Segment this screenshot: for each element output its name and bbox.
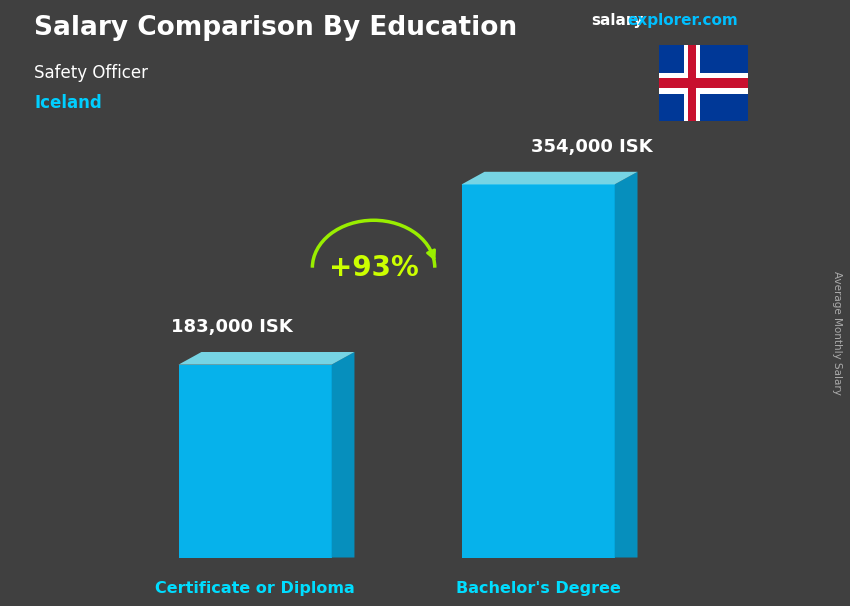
Polygon shape <box>659 45 748 121</box>
Polygon shape <box>683 45 700 121</box>
Text: Bachelor's Degree: Bachelor's Degree <box>456 581 620 596</box>
Polygon shape <box>178 352 354 365</box>
Polygon shape <box>615 171 638 558</box>
Text: Average Monthly Salary: Average Monthly Salary <box>832 271 842 395</box>
Text: Iceland: Iceland <box>34 94 102 112</box>
Polygon shape <box>332 352 354 558</box>
Text: explorer.com: explorer.com <box>627 13 738 28</box>
Polygon shape <box>688 45 695 121</box>
Polygon shape <box>462 171 638 184</box>
Text: Certificate or Diploma: Certificate or Diploma <box>155 581 355 596</box>
Polygon shape <box>462 184 615 558</box>
Polygon shape <box>659 73 748 94</box>
Polygon shape <box>659 78 748 88</box>
Text: salary: salary <box>591 13 643 28</box>
Text: 354,000 ISK: 354,000 ISK <box>530 138 653 156</box>
Text: +93%: +93% <box>329 254 418 282</box>
Text: 183,000 ISK: 183,000 ISK <box>171 318 293 336</box>
Text: Salary Comparison By Education: Salary Comparison By Education <box>34 15 517 41</box>
Text: Safety Officer: Safety Officer <box>34 64 148 82</box>
Polygon shape <box>178 365 332 558</box>
